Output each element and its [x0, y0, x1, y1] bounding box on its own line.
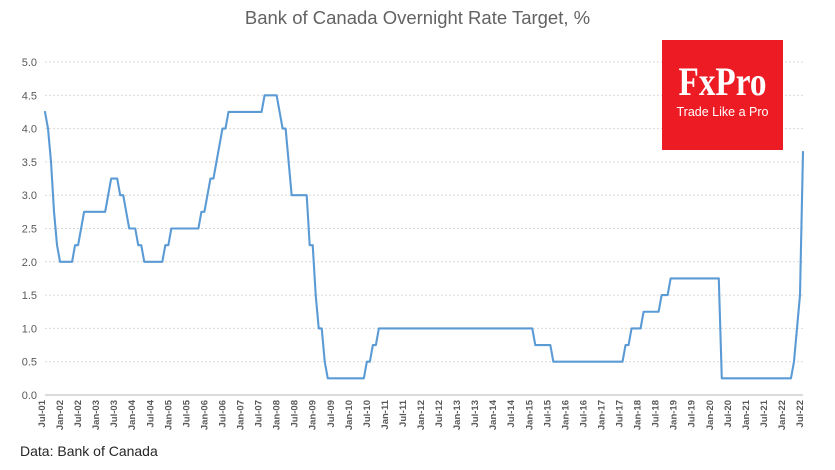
- svg-text:3.0: 3.0: [22, 190, 37, 202]
- svg-text:5.0: 5.0: [22, 57, 37, 69]
- svg-text:Jul-18: Jul-18: [651, 400, 662, 427]
- svg-text:Jul-20: Jul-20: [723, 400, 734, 427]
- svg-text:Jul-15: Jul-15: [542, 399, 553, 427]
- svg-text:Jul-04: Jul-04: [145, 399, 156, 427]
- svg-text:Jul-09: Jul-09: [326, 400, 337, 427]
- svg-text:Jan-08: Jan-08: [272, 400, 283, 430]
- svg-text:Jul-17: Jul-17: [615, 400, 626, 427]
- svg-text:4.5: 4.5: [22, 90, 37, 102]
- svg-text:Jan-03: Jan-03: [91, 400, 102, 430]
- svg-text:Jul-07: Jul-07: [254, 400, 265, 427]
- svg-text:Jan-21: Jan-21: [741, 399, 752, 430]
- svg-text:Jan-12: Jan-12: [416, 400, 427, 430]
- svg-text:Jan-22: Jan-22: [777, 400, 788, 430]
- svg-text:Jan-17: Jan-17: [596, 400, 607, 430]
- svg-text:2.0: 2.0: [22, 257, 37, 269]
- svg-text:Jul-22: Jul-22: [795, 400, 806, 427]
- svg-text:Jul-08: Jul-08: [290, 400, 301, 427]
- svg-text:Jan-04: Jan-04: [127, 399, 138, 430]
- svg-text:Jan-07: Jan-07: [236, 400, 247, 430]
- svg-text:Jan-06: Jan-06: [199, 400, 210, 430]
- svg-text:Jul-02: Jul-02: [73, 400, 84, 427]
- svg-text:Jul-01: Jul-01: [37, 399, 48, 427]
- svg-text:Jan-02: Jan-02: [55, 400, 66, 430]
- svg-text:Jan-16: Jan-16: [560, 400, 571, 430]
- svg-text:Jul-13: Jul-13: [470, 400, 481, 427]
- svg-text:1.0: 1.0: [22, 323, 37, 335]
- svg-text:2.5: 2.5: [22, 224, 37, 236]
- svg-text:0.0: 0.0: [22, 390, 37, 402]
- svg-text:Jan-05: Jan-05: [163, 399, 174, 430]
- svg-text:Jul-19: Jul-19: [687, 400, 698, 427]
- svg-text:Jan-18: Jan-18: [633, 400, 644, 430]
- svg-text:Jan-09: Jan-09: [308, 400, 319, 430]
- svg-text:Jan-19: Jan-19: [669, 400, 680, 430]
- svg-text:1.5: 1.5: [22, 290, 37, 302]
- svg-text:Jul-14: Jul-14: [506, 399, 517, 427]
- svg-text:3.5: 3.5: [22, 157, 37, 169]
- svg-text:Jul-05: Jul-05: [181, 399, 192, 427]
- svg-text:4.0: 4.0: [22, 124, 37, 136]
- svg-text:Jan-13: Jan-13: [452, 400, 463, 430]
- svg-text:Jan-14: Jan-14: [488, 399, 499, 430]
- svg-text:Jul-16: Jul-16: [578, 400, 589, 427]
- svg-text:Jan-11: Jan-11: [380, 399, 391, 429]
- svg-text:Jul-06: Jul-06: [217, 400, 228, 427]
- svg-text:Jan-15: Jan-15: [524, 399, 535, 430]
- svg-text:Jul-21: Jul-21: [759, 399, 770, 427]
- svg-text:0.5: 0.5: [22, 357, 37, 369]
- svg-text:Jul-03: Jul-03: [109, 400, 120, 427]
- svg-text:Jan-20: Jan-20: [705, 400, 716, 430]
- svg-text:Jul-12: Jul-12: [434, 400, 445, 427]
- svg-text:Jan-10: Jan-10: [344, 400, 355, 430]
- svg-text:Jul-11: Jul-11: [398, 399, 409, 427]
- svg-text:Jul-10: Jul-10: [362, 400, 373, 427]
